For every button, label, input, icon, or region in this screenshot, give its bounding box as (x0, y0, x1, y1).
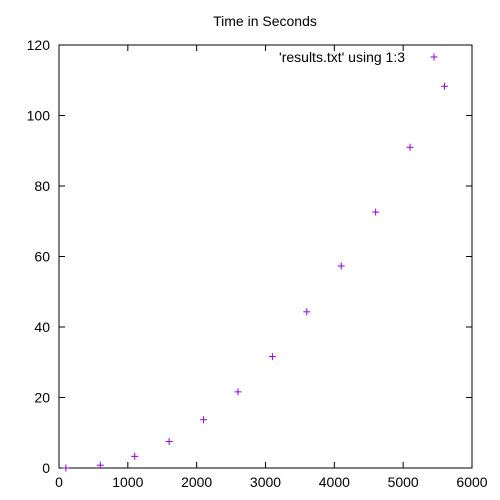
legend-marker (430, 53, 438, 61)
data-point-0-4 (200, 416, 208, 424)
data-point-0-9 (372, 208, 380, 216)
x-tick-label-1: 1000 (112, 474, 143, 490)
plot-frame (58, 44, 473, 469)
y-tick-label-3: 60 (34, 249, 50, 265)
y-tick-label-0: 0 (42, 460, 50, 476)
data-point-0-3 (165, 438, 173, 446)
data-points (62, 82, 448, 472)
x-tick-label-0: 0 (55, 474, 63, 490)
data-point-0-11 (440, 82, 448, 90)
y-tick-label-2: 40 (34, 319, 50, 335)
y-tick-label-4: 80 (34, 178, 50, 194)
legend: 'results.txt' using 1:3 (279, 49, 438, 65)
y-tick-label-5: 100 (27, 108, 51, 124)
x-tick-label-2: 2000 (181, 474, 212, 490)
x-tick-label-6: 6000 (456, 474, 487, 490)
axis-ticks (58, 44, 473, 469)
legend-label: 'results.txt' using 1:3 (279, 49, 405, 65)
x-tick-label-3: 3000 (250, 474, 281, 490)
data-point-0-10 (406, 143, 414, 151)
data-point-0-7 (303, 308, 311, 316)
data-point-0-8 (337, 262, 345, 270)
y-tick-label-6: 120 (27, 37, 51, 53)
legend-marker-symbol (430, 53, 438, 61)
data-point-0-2 (131, 452, 139, 460)
axis-tick-labels: 0 1000 2000 3000 4000 5000 6000 0 20 40 60 80 100 120 (27, 37, 488, 490)
y-tick-label-1: 20 (34, 390, 50, 406)
chart-title: Time in Seconds (213, 13, 317, 29)
x-tick-label-4: 4000 (319, 474, 350, 490)
data-point-0-1 (96, 461, 104, 469)
x-tick-label-5: 5000 (388, 474, 419, 490)
data-point-0-6 (268, 353, 276, 361)
data-point-0-5 (234, 388, 242, 396)
data-point-0-0 (62, 464, 70, 472)
